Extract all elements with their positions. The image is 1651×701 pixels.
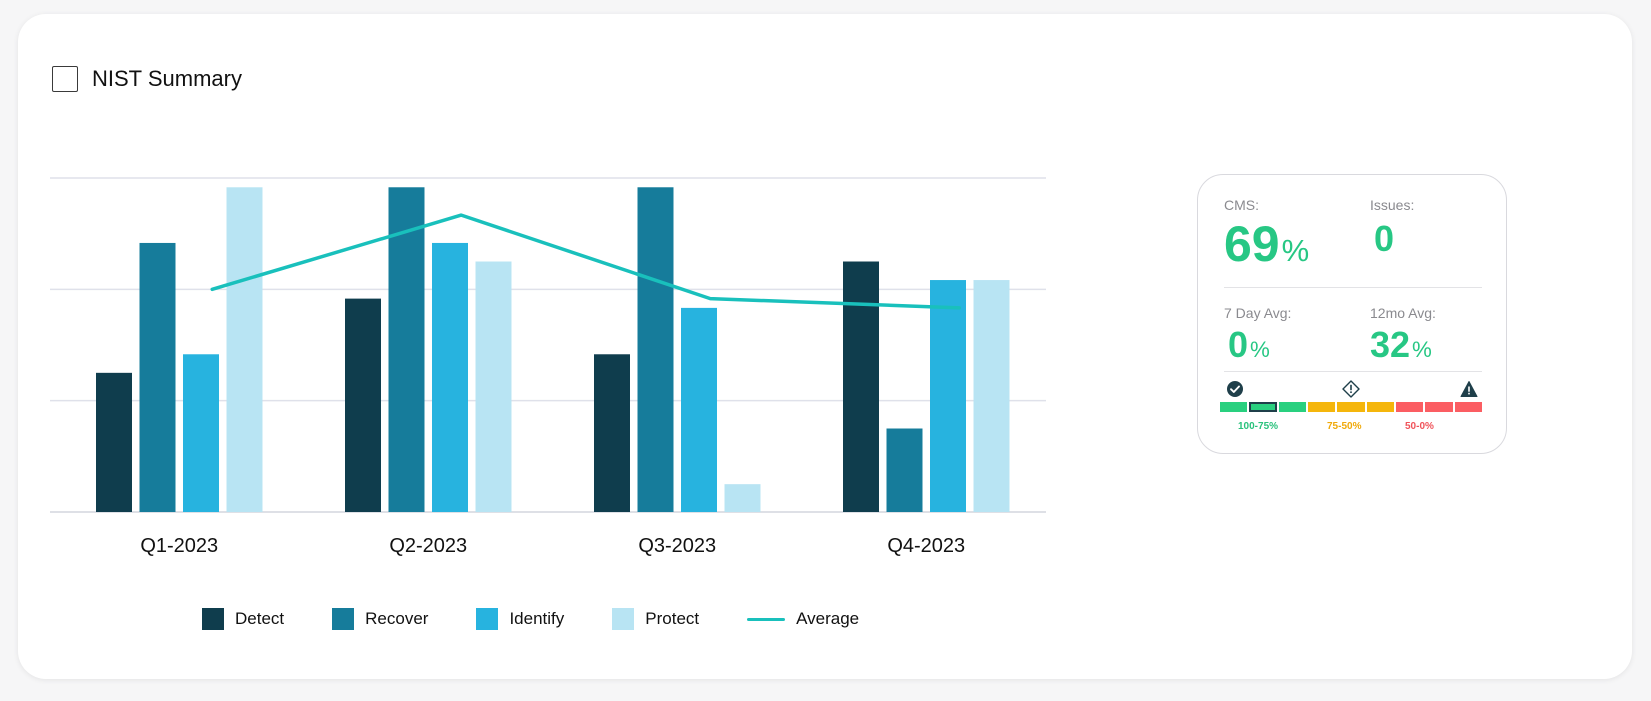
cms-unit: % — [1281, 233, 1310, 268]
series-recover — [139, 187, 923, 513]
twelve-month-avg-label: 12mo Avg: — [1370, 305, 1436, 321]
legend-label: Recover — [365, 609, 429, 628]
bar-protect-q3-2023[interactable] — [724, 484, 761, 512]
series-protect — [226, 187, 1010, 513]
bar-protect-q4-2023[interactable] — [973, 280, 1010, 512]
scale-segment — [1454, 402, 1482, 412]
twelve-month-avg-value: 32% — [1370, 327, 1436, 363]
scale-segment — [1366, 402, 1394, 412]
warning-diamond-icon — [1342, 380, 1360, 398]
scale-label: 50-0% — [1405, 421, 1434, 432]
cms-label: CMS: — [1224, 197, 1259, 213]
cms-number: 69 — [1224, 216, 1280, 272]
stats-divider — [1224, 287, 1482, 288]
bar-recover-q2-2023[interactable] — [388, 187, 425, 512]
seven-day-avg-number: 0 — [1228, 324, 1249, 365]
check-circle-icon — [1227, 381, 1243, 397]
bar-detect-q3-2023[interactable] — [594, 354, 630, 512]
twelve-month-avg-stat: 12mo Avg: 32% — [1370, 305, 1436, 363]
bar-detect-q1-2023[interactable] — [96, 372, 132, 512]
legend-swatch — [612, 608, 635, 630]
seven-day-avg-label: 7 Day Avg: — [1224, 305, 1292, 321]
bar-identify-q1-2023[interactable] — [183, 354, 219, 512]
issues-label: Issues: — [1370, 197, 1415, 213]
seven-day-avg-value: 0% — [1228, 327, 1291, 363]
series-identify — [183, 242, 966, 512]
legend-item-identify[interactable]: Identify — [476, 608, 564, 630]
legend-item-average[interactable]: Average — [747, 609, 859, 629]
legend-item-detect[interactable]: Detect — [202, 608, 284, 630]
scale-segment — [1395, 402, 1424, 412]
scale-segment — [1337, 402, 1365, 412]
cms-value: 69% — [1224, 219, 1309, 269]
bar-identify-q2-2023[interactable] — [432, 242, 468, 512]
seven-day-avg-unit: % — [1250, 337, 1270, 362]
scale-segment — [1307, 402, 1336, 412]
card-header: NIST Summary — [52, 66, 242, 92]
scale-label: 100-75% — [1238, 421, 1279, 432]
x-tick-label: Q2-2023 — [389, 535, 467, 557]
bar-recover-q3-2023[interactable] — [637, 187, 674, 512]
stats-panel: CMS: 69% Issues: 0 7 Day Avg: 0% 12mo Av… — [1197, 174, 1507, 454]
bar-detect-q4-2023[interactable] — [843, 261, 879, 513]
select-checkbox[interactable] — [52, 66, 78, 92]
legend-label: Average — [796, 609, 860, 628]
legend-swatch — [476, 608, 499, 630]
legend-item-protect[interactable]: Protect — [612, 608, 699, 630]
twelve-month-avg-unit: % — [1412, 337, 1432, 362]
average-line — [210, 213, 961, 310]
bar-identify-q3-2023[interactable] — [681, 307, 717, 512]
legend-item-recover[interactable]: Recover — [332, 608, 428, 630]
seven-day-avg-stat: 7 Day Avg: 0% — [1224, 305, 1291, 363]
issues-stat: Issues: 0 — [1370, 197, 1414, 257]
legend-line-swatch — [747, 617, 786, 621]
scale-label: 75-50% — [1327, 421, 1362, 432]
scale-segment — [1425, 402, 1453, 412]
bar-recover-q1-2023[interactable] — [139, 242, 176, 512]
bar-identify-q4-2023[interactable] — [930, 280, 966, 512]
health-scale-bar — [1220, 402, 1482, 412]
bar-protect-q1-2023[interactable] — [226, 187, 263, 512]
cms-stat: CMS: 69% — [1224, 197, 1309, 269]
chart-legend: Detect Recover Identify Protect Average — [202, 608, 907, 630]
x-tick-label: Q4-2023 — [887, 535, 965, 557]
issues-value: 0 — [1374, 218, 1395, 259]
x-tick-label: Q3-2023 — [638, 535, 716, 557]
scale-segment-current — [1249, 402, 1277, 412]
alert-triangle-icon — [1460, 381, 1478, 397]
x-tick-label: Q1-2023 — [140, 535, 218, 557]
legend-label: Identify — [509, 609, 565, 628]
bar-detect-q2-2023[interactable] — [345, 298, 381, 512]
scale-segment — [1220, 402, 1248, 412]
legend-label: Detect — [235, 609, 285, 628]
legend-swatch — [332, 608, 355, 630]
scale-icons — [1220, 380, 1482, 400]
card-title: NIST Summary — [92, 66, 242, 91]
legend-label: Protect — [645, 609, 700, 628]
stats-divider-2 — [1224, 371, 1482, 372]
scale-segment — [1278, 402, 1306, 412]
legend-swatch — [202, 608, 224, 630]
bar-protect-q2-2023[interactable] — [475, 261, 512, 513]
twelve-month-avg-number: 32 — [1370, 324, 1411, 365]
bar-recover-q4-2023[interactable] — [886, 428, 923, 513]
